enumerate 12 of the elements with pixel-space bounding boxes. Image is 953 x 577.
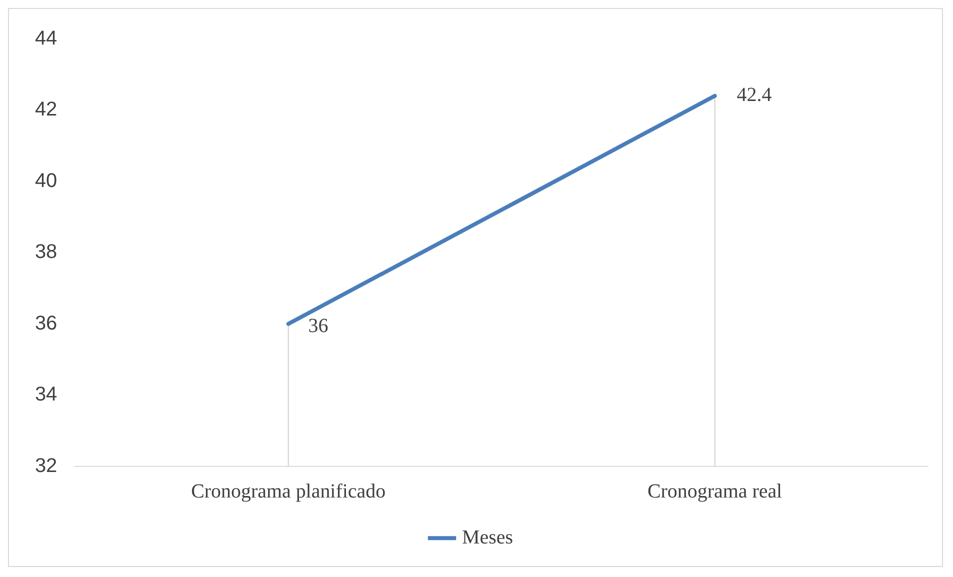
- y-tick-label: 38: [34, 241, 58, 264]
- legend-label: Meses: [462, 526, 514, 548]
- y-tick-label: 40: [34, 170, 58, 192]
- data-label: 36: [308, 315, 328, 338]
- y-tick-label: 36: [34, 312, 58, 334]
- y-tick-label: 34: [34, 384, 58, 406]
- data-label: 42.4: [736, 84, 772, 106]
- y-tick-label: 42: [34, 98, 58, 121]
- y-tick-label: 32: [34, 454, 58, 477]
- x-tick-label: Cronograma real: [647, 480, 783, 502]
- x-tick-label: Cronograma planificado: [191, 480, 386, 502]
- y-tick-label: 44: [34, 27, 58, 50]
